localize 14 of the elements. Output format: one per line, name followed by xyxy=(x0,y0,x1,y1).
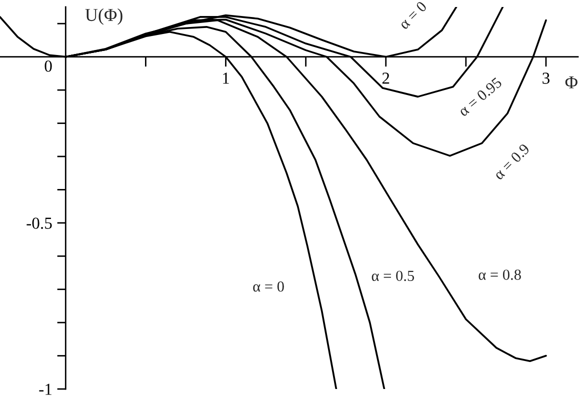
y-axis-title: U(Φ) xyxy=(85,8,122,25)
text: α = 0.8 xyxy=(478,270,521,280)
text: α = 0.9 xyxy=(492,143,530,180)
text: α = 0 xyxy=(398,0,428,30)
x-tick-label: 3 xyxy=(542,72,550,84)
series-label: α = 0.5 xyxy=(372,270,414,282)
x-axis-title: Φ xyxy=(565,76,578,88)
text: α = 0 xyxy=(253,281,284,292)
y-tick-label: 0 xyxy=(44,60,52,72)
text: α = 0.95 xyxy=(458,76,502,117)
y-tick-label: -0.5 xyxy=(26,218,52,229)
y-tick-label: -1 xyxy=(39,384,52,395)
x-tick-label: 1 xyxy=(223,72,229,84)
x-tick-label: 2 xyxy=(382,72,390,84)
